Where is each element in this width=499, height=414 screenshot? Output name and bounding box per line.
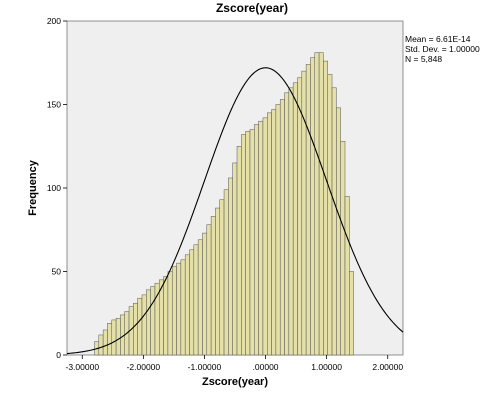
histogram-bar — [279, 99, 285, 356]
histogram-bar — [228, 177, 233, 356]
x-tick-label: 2.00000 — [372, 362, 403, 372]
x-axis-ticks: -3.00000 -2.00000 -1.00000 .00000 1.00000 2.0… — [65, 355, 403, 372]
histogram-bar — [241, 134, 246, 356]
histogram-bar — [167, 271, 173, 356]
histogram-bar — [206, 224, 212, 356]
histogram-bar — [327, 74, 333, 356]
histogram-bar — [305, 64, 311, 356]
y-axis-label: Frequency — [27, 159, 39, 216]
y-tick-label: 150 — [47, 100, 61, 110]
normal-curve — [66, 67, 404, 355]
histogram-bar — [314, 52, 320, 356]
histogram-bar — [331, 87, 337, 356]
histogram-bar — [98, 334, 104, 356]
histogram-bar — [115, 318, 121, 356]
histogram-bar — [275, 104, 281, 356]
histogram-bar — [284, 92, 290, 356]
histogram-bar — [219, 199, 225, 356]
histogram-bar — [107, 323, 113, 356]
y-tick-label: 0 — [56, 350, 61, 360]
stats-std-dev: Std. Dev. = 1.00000 — [405, 44, 480, 54]
histogram-bar — [176, 262, 182, 356]
stats-mean: Mean = 6.61E-14 — [405, 34, 471, 44]
histogram-bar — [215, 207, 220, 356]
histogram-bar — [344, 196, 350, 356]
histogram-bar — [310, 57, 316, 356]
y-tick-label: 50 — [52, 267, 62, 277]
histogram-bar — [258, 120, 264, 356]
histogram-bar — [210, 216, 216, 356]
histogram-bar — [236, 146, 242, 356]
histogram-bar — [189, 249, 195, 356]
bars-group — [94, 52, 354, 356]
x-tick-label: -3.00000 — [65, 362, 99, 372]
histogram-bar — [137, 297, 143, 356]
histogram-bar — [323, 60, 328, 356]
histogram-bar — [193, 244, 199, 356]
histogram-bar — [202, 232, 208, 356]
histogram-bar — [111, 319, 117, 356]
x-axis-label: Zscore(year) — [202, 376, 268, 388]
histogram-bar — [197, 239, 203, 356]
histogram-bar — [301, 70, 307, 356]
x-tick-label: -1.00000 — [188, 362, 222, 372]
histogram-bar — [254, 124, 259, 356]
y-tick-label: 200 — [47, 16, 61, 26]
histogram-bar — [318, 52, 324, 356]
histogram-bar — [171, 266, 177, 356]
histogram-bar — [232, 162, 238, 356]
histogram-bar — [150, 286, 156, 356]
chart-title: Zscore(year) — [216, 1, 288, 15]
histogram-bar — [288, 87, 294, 356]
histogram-bar — [102, 329, 108, 356]
histogram-bar — [349, 271, 354, 356]
y-axis-ticks: 0 50 100 150 200 — [47, 16, 67, 360]
x-tick-label: 1.00000 — [311, 362, 342, 372]
histogram-bar — [267, 112, 272, 356]
histogram-bar — [245, 130, 251, 356]
histogram-bar — [292, 82, 298, 356]
histogram-bar — [163, 276, 169, 356]
histogram-bar — [340, 140, 346, 356]
x-tick-label: .00000 — [253, 362, 279, 372]
histogram-bar — [271, 109, 277, 356]
histogram-bar — [297, 77, 303, 356]
x-tick-label: -2.00000 — [127, 362, 161, 372]
histogram-bar — [336, 107, 341, 356]
histogram-bar — [223, 189, 229, 356]
histogram-bar — [184, 254, 190, 356]
histogram-bar — [249, 129, 255, 356]
histogram-bar — [180, 259, 186, 356]
y-tick-label: 100 — [47, 183, 61, 193]
histogram-bar — [262, 117, 268, 356]
histogram-bar — [146, 289, 151, 356]
histogram-bar — [141, 294, 147, 356]
stats-n: N = 5,848 — [405, 54, 442, 64]
histogram-bar — [133, 302, 138, 356]
